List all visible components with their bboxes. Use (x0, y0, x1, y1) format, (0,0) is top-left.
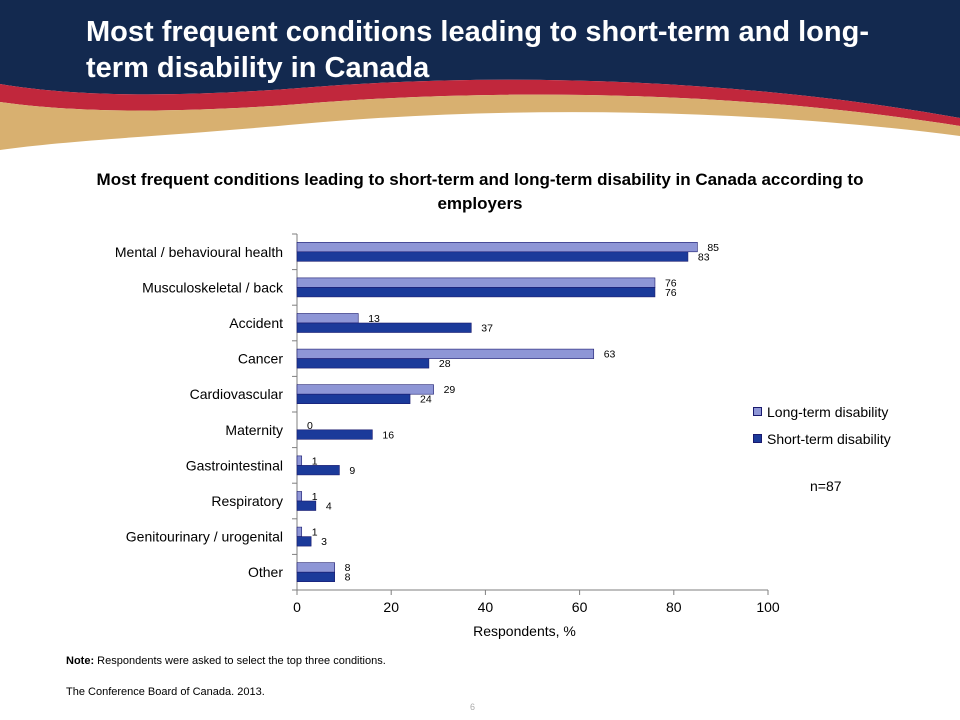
data-label-short-term-genitourinary-urogenital: 3 (321, 536, 327, 548)
data-label-short-term-other: 8 (345, 572, 351, 584)
bar-short-term-cancer (296, 358, 430, 369)
header-gold-band (0, 94, 960, 150)
x-tick-label: 80 (666, 599, 682, 615)
bar-short-term-maternity (296, 429, 373, 440)
data-label-short-term-gastrointestinal: 9 (349, 465, 355, 477)
footnote: Note: Respondents were asked to select t… (66, 655, 386, 667)
category-label-gastrointestinal: Gastrointestinal (186, 457, 283, 473)
x-tick-label: 0 (293, 599, 301, 615)
legend-item-long-term: Long-term disability (753, 398, 891, 425)
bar-long-term-respiratory (296, 491, 303, 502)
x-tick-label: 20 (383, 599, 399, 615)
header-red-band (0, 79, 960, 126)
bar-short-term-mental-behavioural-health (296, 251, 689, 262)
bar-long-term-gastrointestinal (296, 455, 303, 466)
category-label-accident: Accident (229, 315, 283, 331)
bar-short-term-respiratory (296, 500, 317, 511)
category-label-cancer: Cancer (238, 351, 283, 367)
bar-long-term-cancer (296, 348, 595, 359)
data-label-short-term-cancer: 28 (439, 358, 451, 370)
bar-long-term-mental-behavioural-health (296, 242, 698, 253)
legend-swatch-long-term (753, 407, 762, 416)
bar-long-term-genitourinary-urogenital (296, 526, 303, 537)
data-label-long-term-mental-behavioural-health: 85 (707, 242, 719, 254)
bar-short-term-accident (296, 322, 472, 333)
category-label-respiratory: Respiratory (211, 493, 283, 509)
x-tick-label: 100 (756, 599, 780, 615)
bar-long-term-accident (296, 313, 359, 324)
slide-title: Most frequent conditions leading to shor… (86, 16, 869, 84)
data-label-long-term-genitourinary-urogenital: 1 (312, 527, 318, 539)
chart-title: Most frequent conditions leading to shor… (96, 170, 864, 213)
data-label-short-term-musculoskeletal-back: 76 (665, 287, 677, 299)
legend-swatch-short-term (753, 434, 762, 443)
header-navy-band (0, 0, 960, 118)
sample-size-annotation: n=87 (810, 478, 842, 494)
page-number: 6 (470, 702, 476, 712)
data-label-long-term-accident: 13 (368, 313, 380, 325)
category-label-maternity: Maternity (225, 422, 283, 438)
note-text: Respondents were asked to select the top… (97, 655, 386, 667)
x-tick-label: 60 (572, 599, 588, 615)
bar-long-term-other (296, 562, 335, 573)
legend-item-short-term: Short-term disability (753, 425, 891, 452)
data-label-long-term-musculoskeletal-back: 76 (665, 277, 677, 289)
header-banner (0, 0, 960, 150)
legend-label-short-term: Short-term disability (767, 430, 891, 447)
x-axis-label: Respondents, % (473, 623, 576, 639)
bar-short-term-genitourinary-urogenital (296, 536, 312, 547)
bar-long-term-musculoskeletal-back (296, 277, 656, 288)
chart-legend: Long-term disability Short-term disabili… (753, 398, 891, 452)
bar-short-term-gastrointestinal (296, 465, 340, 476)
data-label-long-term-maternity: 0 (307, 420, 313, 432)
category-label-cardiovascular: Cardiovascular (190, 386, 284, 402)
data-label-long-term-gastrointestinal: 1 (312, 455, 318, 467)
bar-short-term-cardiovascular (296, 393, 411, 405)
data-label-long-term-cardiovascular: 29 (444, 384, 456, 396)
bar-long-term-cardiovascular (296, 384, 434, 395)
data-label-long-term-other: 8 (345, 562, 351, 574)
data-label-short-term-mental-behavioural-health: 83 (698, 251, 710, 263)
data-label-short-term-cardiovascular: 24 (420, 394, 432, 406)
data-label-long-term-cancer: 63 (604, 349, 616, 361)
data-label-short-term-respiratory: 4 (326, 501, 332, 513)
source-citation: The Conference Board of Canada. 2013. (66, 686, 265, 698)
data-label-short-term-maternity: 16 (382, 429, 394, 441)
category-label-other: Other (248, 564, 283, 580)
x-tick-label: 40 (478, 599, 494, 615)
category-label-mental-behavioural-health: Mental / behavioural health (115, 244, 283, 260)
category-label-musculoskeletal-back: Musculoskeletal / back (142, 279, 284, 295)
note-label: Note: (66, 655, 95, 667)
data-label-short-term-accident: 37 (481, 323, 493, 335)
category-label-genitourinary-urogenital: Genitourinary / urogenital (126, 529, 283, 545)
data-label-long-term-respiratory: 1 (312, 491, 318, 503)
legend-label-long-term: Long-term disability (767, 403, 889, 420)
bar-short-term-other (296, 571, 335, 583)
slide-header: Most frequent conditions leading to shor… (0, 0, 960, 160)
bar-short-term-musculoskeletal-back (296, 287, 656, 298)
